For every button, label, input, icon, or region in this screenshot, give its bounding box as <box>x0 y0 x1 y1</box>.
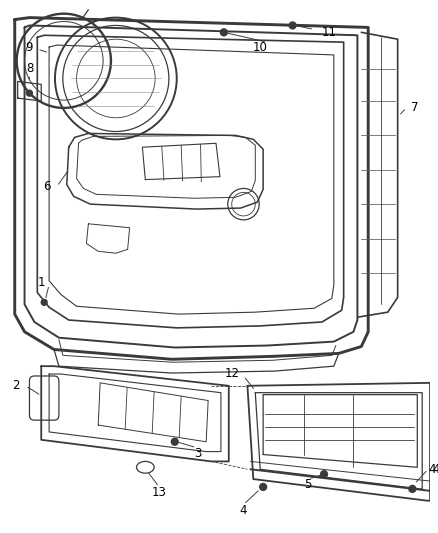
Text: 12: 12 <box>224 367 239 379</box>
Circle shape <box>289 22 296 29</box>
Text: 10: 10 <box>253 41 268 53</box>
Text: 1: 1 <box>38 276 45 289</box>
Text: 5: 5 <box>304 479 312 491</box>
Text: 6: 6 <box>43 180 51 193</box>
Text: 4: 4 <box>432 463 438 476</box>
Circle shape <box>321 471 328 478</box>
Text: 7: 7 <box>410 101 418 115</box>
Text: 8: 8 <box>26 62 33 75</box>
Circle shape <box>409 486 416 492</box>
Circle shape <box>41 300 47 305</box>
Circle shape <box>220 29 227 36</box>
Circle shape <box>27 90 32 96</box>
Circle shape <box>260 483 267 490</box>
Text: 9: 9 <box>26 41 33 53</box>
Text: 13: 13 <box>152 486 166 499</box>
Text: 4: 4 <box>428 463 436 476</box>
Circle shape <box>171 438 178 445</box>
Text: 11: 11 <box>321 26 336 39</box>
Text: 2: 2 <box>12 379 19 392</box>
Text: 3: 3 <box>194 447 202 460</box>
Text: 4: 4 <box>240 504 247 517</box>
